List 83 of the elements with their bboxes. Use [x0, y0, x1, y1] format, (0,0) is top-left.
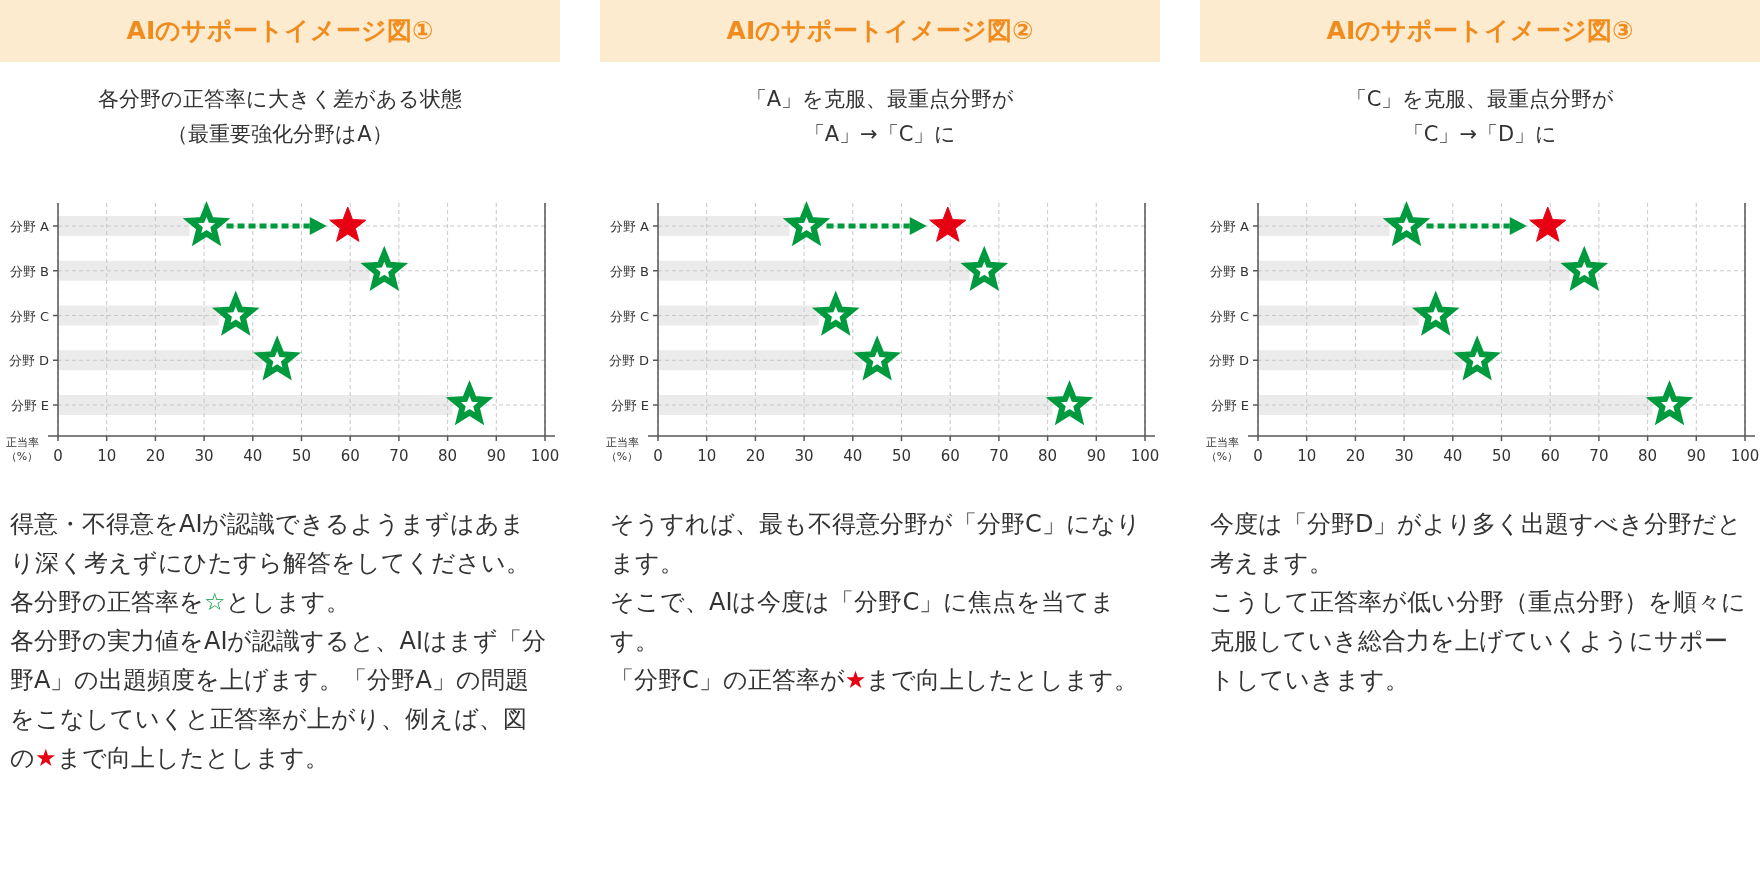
y-tick-label: 分野 A — [1209, 219, 1250, 234]
x-tick-label: 20 — [1345, 447, 1365, 465]
bar — [1258, 305, 1419, 326]
x-tick-label: 100 — [1130, 447, 1160, 465]
x-tick-label: 60 — [1540, 447, 1560, 465]
x-tick-label: 0 — [1253, 447, 1263, 465]
text: 各分野の正答率を☆とします。 — [10, 587, 351, 618]
x-axis-title: 正当率（%） — [605, 436, 639, 463]
bar — [58, 305, 219, 326]
y-tick-label: 分野 E — [610, 398, 649, 413]
text: 「分野C」の正答率が★まで向上したとします。 — [610, 665, 1140, 696]
bar — [1258, 216, 1390, 236]
y-tick-label: 分野 E — [1210, 398, 1249, 413]
x-tick-label: 60 — [340, 447, 360, 465]
x-tick-label: 90 — [1686, 447, 1706, 465]
chart-title: AIのサポートイメージ図① — [0, 0, 560, 62]
bar — [658, 350, 863, 371]
y-tick-label: 分野 C — [1209, 308, 1249, 324]
x-tick-label: 80 — [1638, 447, 1658, 465]
x-tick-label: 80 — [1038, 447, 1058, 465]
x-tick-label: 30 — [194, 447, 214, 465]
y-tick-label: 分野 B — [609, 263, 649, 279]
y-tick-label: 分野 C — [609, 308, 649, 324]
x-tick-label: 90 — [1086, 447, 1106, 465]
x-tick-label: 10 — [97, 447, 117, 465]
bar — [1258, 395, 1653, 415]
x-axis-title: 正当率（%） — [1205, 436, 1239, 463]
y-tick-label: 分野 A — [9, 219, 50, 234]
x-tick-label: 20 — [745, 447, 765, 465]
x-tick-label: 0 — [53, 447, 63, 465]
x-tick-label: 70 — [989, 447, 1009, 465]
point — [329, 206, 367, 242]
x-tick-label: 10 — [1297, 447, 1317, 465]
x-tick-label: 70 — [389, 447, 409, 465]
bar — [658, 260, 970, 281]
x-tick-label: 30 — [1394, 447, 1414, 465]
text: 今度は「分野D」がより多く出題すべき分野だと考えます。 — [1210, 509, 1744, 579]
bar — [58, 216, 190, 236]
chart-title: AIのサポートイメージ図③ — [1200, 0, 1760, 62]
y-tick-label: 分野 E — [10, 398, 49, 413]
x-tick-label: 20 — [145, 447, 165, 465]
x-tick-label: 100 — [1730, 447, 1760, 465]
bar — [658, 395, 1053, 415]
y-tick-label: 分野 B — [1209, 263, 1249, 279]
x-tick-label: 70 — [1589, 447, 1609, 465]
point — [1529, 206, 1567, 242]
x-tick-label: 30 — [794, 447, 814, 465]
x-tick-label: 10 — [697, 447, 717, 465]
y-tick-label: 分野 C — [9, 308, 49, 324]
x-tick-label: 40 — [1443, 447, 1463, 465]
bar — [58, 350, 263, 371]
bar — [58, 260, 370, 281]
x-tick-label: 40 — [243, 447, 263, 465]
chart-subtitle: 「A」を克服、最重点分野が「A」→「C」に — [744, 86, 1016, 148]
text: 得意・不得意をAIが認識できるようまずはあまり深く考えずにひたすら解答をしてください。 — [10, 509, 531, 579]
y-tick-label: 分野 D — [8, 353, 49, 369]
x-tick-label: 90 — [486, 447, 506, 465]
point — [929, 206, 967, 242]
x-tick-label: 0 — [653, 447, 663, 465]
chart-subtitle: 各分野の正答率に大きく差がある状態（最重要強化分野はA） — [97, 86, 463, 148]
x-tick-label: 40 — [843, 447, 863, 465]
x-tick-label: 50 — [891, 447, 912, 465]
bar — [658, 305, 819, 326]
text: 各分野の実力値をAIが認識すると、AIはまず「分野A」の出題頻度を上げます。「分野A」の問題をこなしていくと正答率が上がり、例えば、図の★まで向上したとします。 — [10, 626, 547, 774]
text: こうして正答率が低い分野（重点分野）を順々に克服していき総合力を上げていくようにサポートしていきます。 — [1210, 587, 1747, 696]
chart-title: AIのサポートイメージ図② — [600, 0, 1160, 62]
x-axis-title: 正当率（%） — [5, 436, 39, 463]
x-tick-label: 50 — [1491, 447, 1512, 465]
x-tick-label: 60 — [940, 447, 960, 465]
x-tick-label: 100 — [530, 447, 560, 465]
text: そうすれば、最も不得意分野が「分野C」になります。 — [610, 509, 1142, 579]
bar — [1258, 350, 1463, 371]
bar — [58, 395, 453, 415]
x-tick-label: 80 — [438, 447, 458, 465]
chart-subtitle: 「C」を克服、最重点分野が「C」→「D」に — [1344, 86, 1616, 148]
bar — [658, 216, 790, 236]
bar — [1258, 260, 1570, 281]
x-tick-label: 50 — [291, 447, 312, 465]
text: そこで、AIは今度は「分野C」に焦点を当てます。 — [610, 587, 1117, 657]
y-tick-label: 分野 D — [1208, 353, 1249, 369]
y-tick-label: 分野 D — [608, 353, 649, 369]
y-tick-label: 分野 A — [609, 219, 650, 234]
y-tick-label: 分野 B — [9, 263, 49, 279]
